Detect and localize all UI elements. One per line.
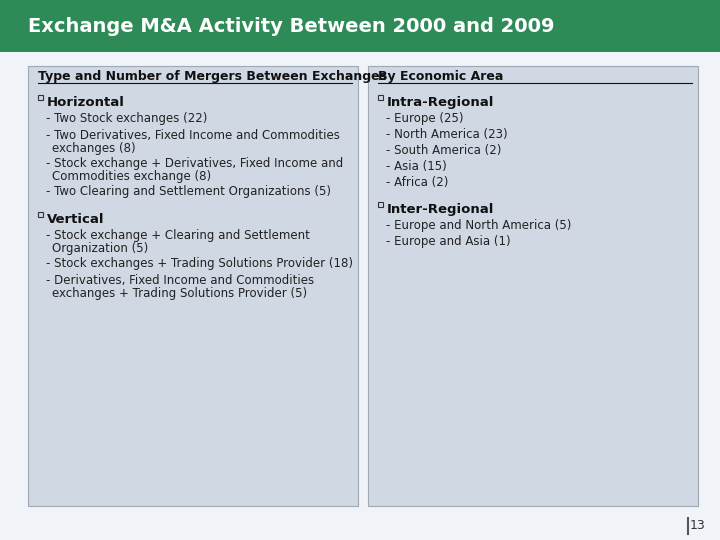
Text: - Stock exchanges + Trading Solutions Provider (18): - Stock exchanges + Trading Solutions Pr… [46, 257, 353, 270]
Bar [38, 95, 43, 100]
Bar [378, 95, 383, 100]
Text: 13: 13 [689, 519, 705, 532]
Text: - Derivatives, Fixed Income and Commodities: - Derivatives, Fixed Income and Commodit… [46, 274, 314, 287]
Bar [38, 212, 43, 217]
Text: - Africa (2): - Africa (2) [386, 176, 449, 189]
FancyBboxPatch shape [368, 66, 698, 506]
Text: - Two Stock exchanges (22): - Two Stock exchanges (22) [46, 112, 207, 125]
Text: Horizontal: Horizontal [47, 96, 125, 109]
Text: exchanges (8): exchanges (8) [52, 142, 135, 155]
Text: Exchange M&A Activity Between 2000 and 2009: Exchange M&A Activity Between 2000 and 2… [28, 17, 554, 36]
Text: - South America (2): - South America (2) [386, 144, 501, 157]
FancyBboxPatch shape [0, 0, 720, 52]
Text: - Two Derivatives, Fixed Income and Commodities: - Two Derivatives, Fixed Income and Comm… [46, 129, 340, 142]
Text: - Two Clearing and Settlement Organizations (5): - Two Clearing and Settlement Organizati… [46, 185, 331, 198]
Text: - Stock exchange + Clearing and Settlement: - Stock exchange + Clearing and Settleme… [46, 229, 310, 242]
Text: - North America (23): - North America (23) [386, 128, 508, 141]
Text: - Europe and North America (5): - Europe and North America (5) [386, 219, 572, 232]
Text: - Europe and Asia (1): - Europe and Asia (1) [386, 235, 510, 248]
Text: - Stock exchange + Derivatives, Fixed Income and: - Stock exchange + Derivatives, Fixed In… [46, 157, 343, 170]
Text: Type and Number of Mergers Between Exchanges: Type and Number of Mergers Between Excha… [38, 70, 387, 83]
Text: Intra-Regional: Intra-Regional [387, 96, 495, 109]
Text: - Asia (15): - Asia (15) [386, 160, 446, 173]
Text: Vertical: Vertical [47, 213, 104, 226]
Text: By Economic Area: By Economic Area [378, 70, 503, 83]
Text: - Europe (25): - Europe (25) [386, 112, 464, 125]
Text: Organization (5): Organization (5) [52, 242, 148, 255]
Bar [378, 202, 383, 207]
FancyBboxPatch shape [28, 66, 358, 506]
Text: Commodities exchange (8): Commodities exchange (8) [52, 170, 211, 183]
Text: Inter-Regional: Inter-Regional [387, 203, 495, 216]
Text: exchanges + Trading Solutions Provider (5): exchanges + Trading Solutions Provider (… [52, 287, 307, 300]
